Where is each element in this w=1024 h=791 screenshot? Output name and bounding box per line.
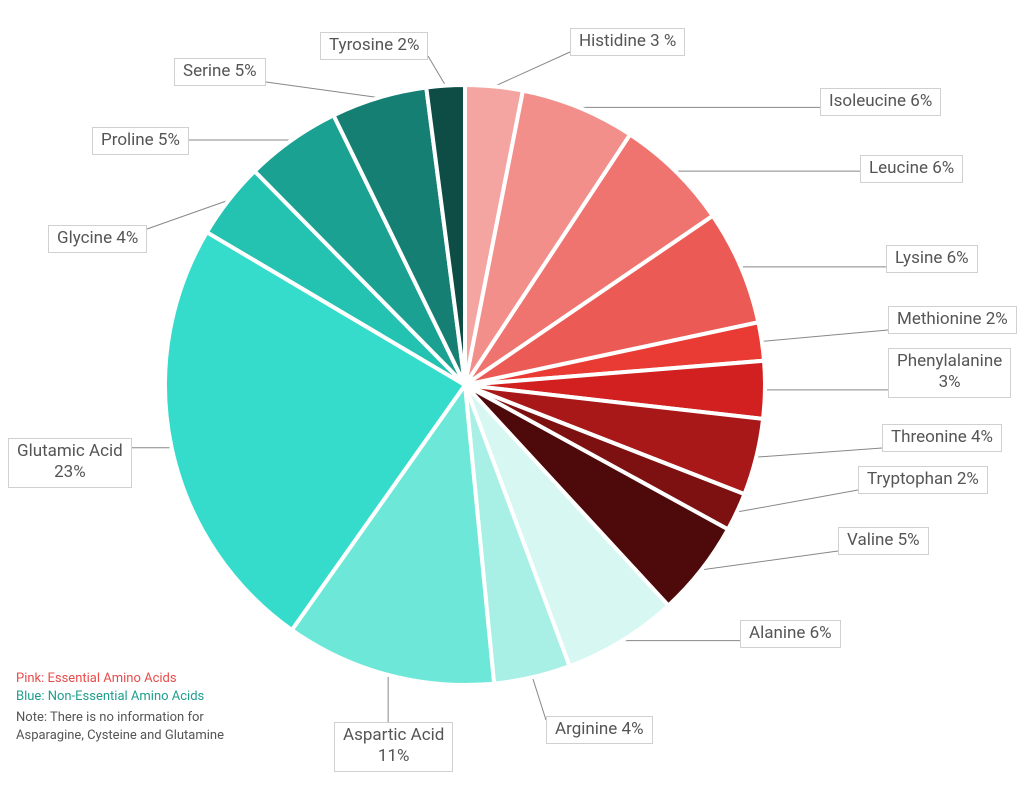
pie-label-serine: Serine 5%: [174, 58, 266, 86]
legend: Pink: Essential Amino Acids Blue: Non-Es…: [16, 670, 246, 745]
leader-line: [428, 56, 446, 86]
pie-label-threonine: Threonine 4%: [882, 424, 1002, 452]
pie-label-aspartic-acid: Aspartic Acid11%: [334, 722, 453, 772]
pie-label-glycine: Glycine 4%: [48, 225, 147, 253]
legend-note: Note: There is no information for Aspara…: [16, 709, 246, 745]
pie-label-methionine: Methionine 2%: [888, 306, 1017, 334]
pie-label-proline: Proline 5%: [92, 127, 189, 155]
legend-blue: Blue: Non-Essential Amino Acids: [16, 688, 246, 706]
pie-label-arginine: Arginine 4%: [546, 716, 653, 744]
pie-label-alanine: Alanine 6%: [740, 620, 841, 648]
pie-label-tyrosine: Tyrosine 2%: [320, 32, 428, 60]
pie-label-isoleucine: Isoleucine 6%: [820, 88, 941, 116]
pie-label-lysine: Lysine 6%: [886, 245, 978, 273]
leader-line: [494, 52, 570, 86]
pie-label-tryptophan: Tryptophan 2%: [858, 466, 988, 494]
pie-label-phenylalanine: Phenylalanine3%: [888, 348, 1011, 398]
pie-label-glutamic-acid: Glutamic Acid23%: [8, 438, 132, 488]
pie-label-histidine: Histidine 3 %: [570, 28, 685, 56]
leader-line: [266, 82, 379, 98]
leader-line: [756, 448, 882, 457]
pie-label-leucine: Leucine 6%: [860, 155, 963, 183]
pie-label-valine: Valine 5%: [838, 527, 929, 555]
leader-line: [532, 677, 546, 720]
leader-line: [737, 490, 858, 512]
leader-line: [701, 551, 838, 570]
legend-pink: Pink: Essential Amino Acids: [16, 670, 246, 688]
leader-line: [762, 330, 888, 341]
